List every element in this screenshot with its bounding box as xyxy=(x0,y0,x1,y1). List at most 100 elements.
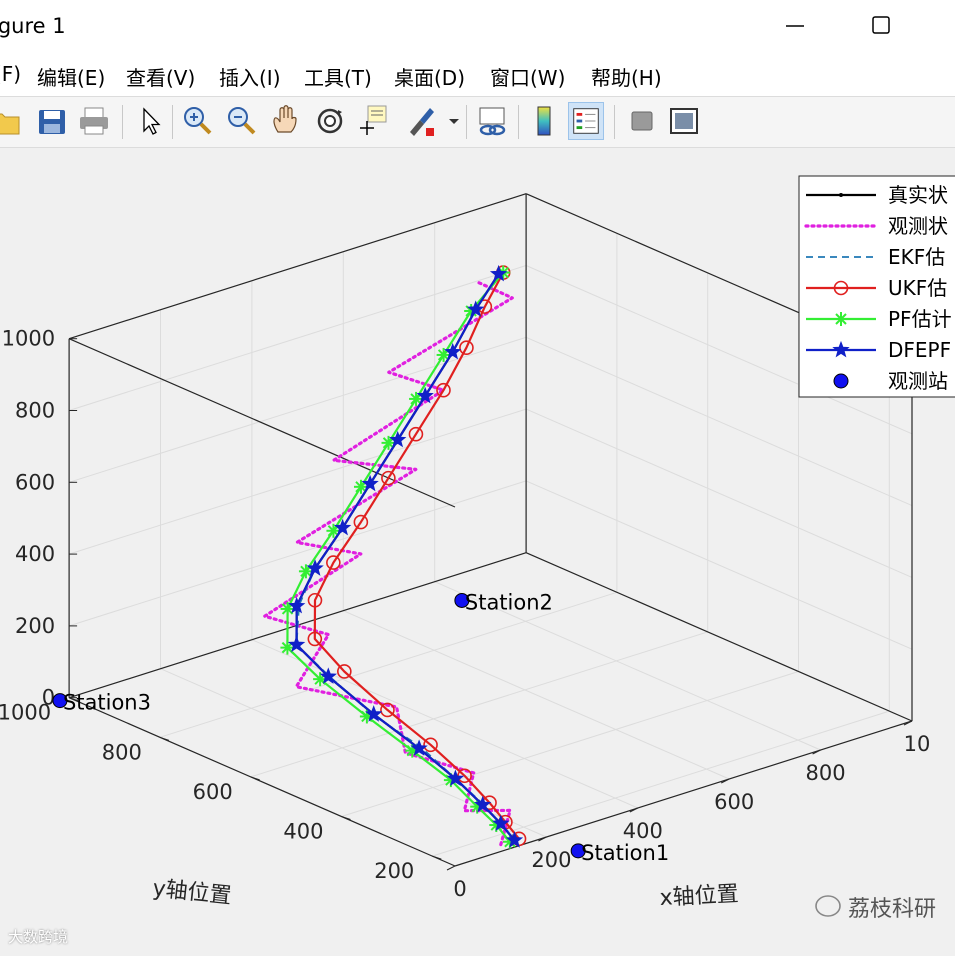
legend-marker xyxy=(833,373,849,389)
data-point xyxy=(416,386,434,404)
series-line xyxy=(263,279,514,847)
z-tick-label: 0 xyxy=(42,686,55,710)
grid-line xyxy=(525,265,913,435)
data-point xyxy=(280,640,295,655)
legend-label: PF估计 xyxy=(888,307,952,331)
y-tick-label: 200 xyxy=(374,859,414,883)
menu-insert[interactable]: 插入(I) xyxy=(219,66,281,90)
watermark-right: 荔枝科研 xyxy=(815,895,936,922)
z-tick-label: 400 xyxy=(15,542,55,566)
menu-tools[interactable]: 工具(T) xyxy=(304,66,372,90)
y-tick xyxy=(159,736,170,741)
legend-label: EKF估 xyxy=(888,245,945,269)
station-label: Station2 xyxy=(465,590,553,614)
axis-line xyxy=(68,338,456,508)
data-point xyxy=(474,795,492,813)
data-point xyxy=(832,340,850,358)
minimize-icon[interactable] xyxy=(780,10,810,40)
data-point xyxy=(319,667,337,684)
data-point xyxy=(389,430,407,448)
z-tick-label: 600 xyxy=(15,470,55,494)
y-tick-label: 600 xyxy=(193,780,233,804)
toolbar-separator xyxy=(614,105,615,139)
open-file-icon[interactable] xyxy=(0,102,24,140)
menu-desktop[interactable]: 桌面(D) xyxy=(394,66,466,90)
stations-group: Station1 Station2 Station3 xyxy=(52,590,669,865)
watermark-left: 大数跨境 xyxy=(8,928,69,946)
hide-plot-tools-icon[interactable] xyxy=(624,102,660,140)
x-tick-label: 0 xyxy=(453,877,466,901)
y-tick xyxy=(341,816,351,820)
grid-line xyxy=(525,480,913,650)
y-tick xyxy=(250,776,260,781)
data-point xyxy=(833,280,849,296)
menu-edit[interactable]: 编辑(E) xyxy=(37,66,106,90)
data-point xyxy=(298,564,313,579)
data-point xyxy=(381,435,396,450)
z-tick-label: 1000 xyxy=(2,327,55,351)
menu-help[interactable]: 帮助(H) xyxy=(591,66,662,90)
grid-line xyxy=(68,336,527,483)
axis-line xyxy=(454,720,913,867)
pointer-icon[interactable] xyxy=(132,102,168,140)
data-point xyxy=(436,382,451,398)
data-point xyxy=(288,596,306,614)
save-icon[interactable] xyxy=(34,102,70,140)
data-point xyxy=(307,631,323,647)
axis-line xyxy=(68,697,456,867)
maximize-icon[interactable] xyxy=(866,10,896,40)
data-point xyxy=(353,514,369,530)
data-point xyxy=(307,592,323,608)
print-icon[interactable] xyxy=(76,102,112,140)
x-tick-label: 10 xyxy=(904,732,931,756)
toolbar-separator xyxy=(172,105,173,139)
grid-line xyxy=(68,408,527,555)
data-point xyxy=(361,474,379,492)
chevron-down-icon[interactable] xyxy=(446,102,462,140)
y-tick-label: 800 xyxy=(102,740,142,764)
x-tick xyxy=(446,865,456,871)
show-plot-tools-icon[interactable] xyxy=(666,102,702,140)
x-tick-label: 600 xyxy=(714,790,754,814)
series-line xyxy=(286,271,511,843)
data-cursor-icon[interactable] xyxy=(356,102,392,140)
zoom-out-icon[interactable] xyxy=(224,102,260,140)
link-plot-icon[interactable] xyxy=(474,102,510,140)
data-point xyxy=(287,635,306,653)
data-point xyxy=(839,193,843,197)
colorbar-icon[interactable] xyxy=(526,102,562,140)
data-point xyxy=(505,831,524,848)
data-point xyxy=(410,739,428,756)
grid-line xyxy=(525,336,913,507)
toolbar xyxy=(0,96,955,148)
watermark-right-text: 荔枝科研 xyxy=(848,897,936,922)
grid-line xyxy=(525,408,913,578)
menu-file[interactable]: (F) xyxy=(0,62,22,86)
zoom-in-icon[interactable] xyxy=(180,102,216,140)
data-point xyxy=(409,391,424,406)
data-point xyxy=(353,479,368,494)
station-label: Station3 xyxy=(63,691,151,715)
data-point xyxy=(280,601,295,616)
data-point xyxy=(436,347,451,362)
data-point xyxy=(365,705,383,722)
menu-window[interactable]: 窗口(W) xyxy=(490,66,566,90)
data-point xyxy=(446,769,465,787)
legend-box xyxy=(798,175,955,398)
pan-hand-icon[interactable] xyxy=(268,102,304,140)
legend-label: 真实状 xyxy=(888,183,948,207)
axis-line xyxy=(68,193,527,340)
data-point xyxy=(492,814,510,832)
rotate-3d-icon[interactable] xyxy=(312,102,348,140)
legend-label: 观测站 xyxy=(888,369,948,393)
plot-area[interactable]: 0200400600800102004006008001000020040060… xyxy=(0,146,955,956)
data-point xyxy=(337,664,352,679)
brush-icon[interactable] xyxy=(402,102,438,140)
station-label: Station1 xyxy=(581,841,669,865)
menu-bar: (F) 编辑(E) 查看(V) 插入(I) 工具(T) 桌面(D) 窗口(W) … xyxy=(0,56,955,96)
data-point xyxy=(326,555,341,570)
menu-view[interactable]: 查看(V) xyxy=(126,66,196,90)
legend-icon[interactable] xyxy=(568,102,604,140)
legend-label: 观测状 xyxy=(888,214,948,238)
